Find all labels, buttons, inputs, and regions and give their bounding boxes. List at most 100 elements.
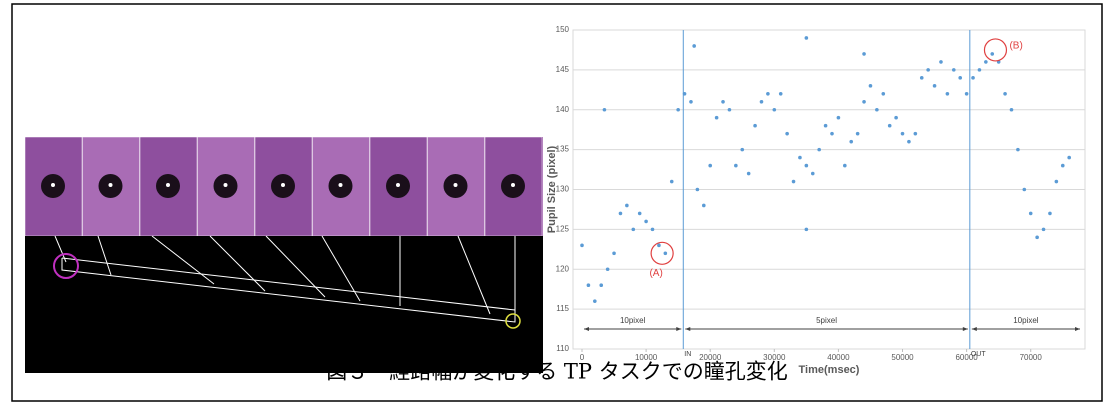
point bbox=[856, 132, 860, 136]
point bbox=[830, 132, 834, 136]
point bbox=[766, 92, 770, 96]
point bbox=[676, 108, 680, 112]
point bbox=[625, 204, 629, 208]
point bbox=[888, 124, 892, 128]
point bbox=[881, 92, 885, 96]
point bbox=[894, 116, 898, 120]
glint bbox=[511, 183, 515, 187]
point bbox=[901, 132, 905, 136]
x-tick-label: 40000 bbox=[827, 353, 850, 362]
highlight-label: (B) bbox=[1009, 41, 1022, 52]
point bbox=[952, 68, 956, 72]
point bbox=[631, 228, 635, 232]
point bbox=[664, 252, 668, 256]
point bbox=[734, 164, 738, 168]
point bbox=[580, 244, 584, 248]
point bbox=[946, 92, 950, 96]
point bbox=[914, 132, 918, 136]
point bbox=[638, 212, 642, 216]
glint bbox=[396, 183, 400, 187]
y-tick-label: 110 bbox=[556, 344, 569, 353]
marker-label: IN bbox=[684, 351, 691, 358]
point bbox=[702, 204, 706, 208]
y-tick-label: 140 bbox=[556, 105, 570, 114]
point bbox=[599, 283, 603, 287]
point bbox=[849, 140, 853, 144]
point bbox=[1029, 212, 1033, 216]
point bbox=[837, 116, 841, 120]
point bbox=[862, 52, 866, 56]
point bbox=[1035, 236, 1039, 240]
point bbox=[612, 252, 616, 256]
page: 図３ 経路幅が変化する TP タスクでの瞳孔変化 110115120125130… bbox=[0, 0, 1114, 405]
segment-label: 10pixel bbox=[620, 316, 646, 325]
photo-panel bbox=[25, 137, 543, 373]
point bbox=[869, 84, 873, 88]
figure: 図３ 経路幅が変化する TP タスクでの瞳孔変化 110115120125130… bbox=[0, 0, 1114, 405]
point bbox=[805, 164, 809, 168]
point bbox=[651, 228, 655, 232]
x-tick-label: 10000 bbox=[635, 353, 658, 362]
point bbox=[1061, 164, 1065, 168]
point bbox=[875, 108, 879, 112]
point bbox=[824, 124, 828, 128]
point bbox=[593, 299, 597, 303]
point bbox=[1010, 108, 1014, 112]
point bbox=[747, 172, 751, 176]
point bbox=[862, 100, 866, 104]
point bbox=[798, 156, 802, 160]
point bbox=[1042, 228, 1046, 232]
point bbox=[587, 283, 591, 287]
x-tick-label: 20000 bbox=[699, 353, 722, 362]
point bbox=[696, 188, 700, 192]
point bbox=[689, 100, 693, 104]
point bbox=[1016, 148, 1020, 152]
point bbox=[817, 148, 821, 152]
point bbox=[619, 212, 623, 216]
glint bbox=[224, 183, 228, 187]
y-axis-label: Pupil Size (pixel) bbox=[546, 145, 558, 233]
point bbox=[785, 132, 789, 136]
point bbox=[978, 68, 982, 72]
glint bbox=[51, 183, 55, 187]
point bbox=[920, 76, 924, 80]
point bbox=[792, 180, 796, 184]
point bbox=[984, 60, 988, 64]
point bbox=[692, 44, 696, 48]
point bbox=[740, 148, 744, 152]
glint bbox=[281, 183, 285, 187]
point bbox=[1055, 180, 1059, 184]
point bbox=[657, 244, 661, 248]
x-tick-label: 70000 bbox=[1020, 353, 1043, 362]
point bbox=[965, 92, 969, 96]
x-axis-label: Time(msec) bbox=[799, 364, 860, 376]
point bbox=[715, 116, 719, 120]
point bbox=[779, 92, 783, 96]
point bbox=[721, 100, 725, 104]
point bbox=[971, 76, 975, 80]
glint bbox=[109, 183, 113, 187]
glint bbox=[166, 183, 170, 187]
point bbox=[708, 164, 712, 168]
glint bbox=[454, 183, 458, 187]
point bbox=[760, 100, 764, 104]
x-tick-label: 30000 bbox=[763, 353, 786, 362]
x-tick-label: 0 bbox=[580, 353, 585, 362]
y-tick-label: 115 bbox=[556, 304, 569, 313]
point bbox=[670, 180, 674, 184]
point bbox=[1003, 92, 1007, 96]
y-tick-label: 150 bbox=[556, 25, 570, 34]
point bbox=[603, 108, 607, 112]
point bbox=[926, 68, 930, 72]
highlight-label: (A) bbox=[649, 268, 662, 279]
point bbox=[933, 84, 937, 88]
glint bbox=[339, 183, 343, 187]
caption: 図３ 経路幅が変化する TP タスクでの瞳孔変化 bbox=[326, 360, 788, 384]
point bbox=[773, 108, 777, 112]
point bbox=[1067, 156, 1071, 160]
point bbox=[805, 36, 809, 40]
point bbox=[958, 76, 962, 80]
point bbox=[907, 140, 911, 144]
marker-label: OUT bbox=[971, 351, 987, 358]
x-tick-label: 50000 bbox=[891, 353, 914, 362]
